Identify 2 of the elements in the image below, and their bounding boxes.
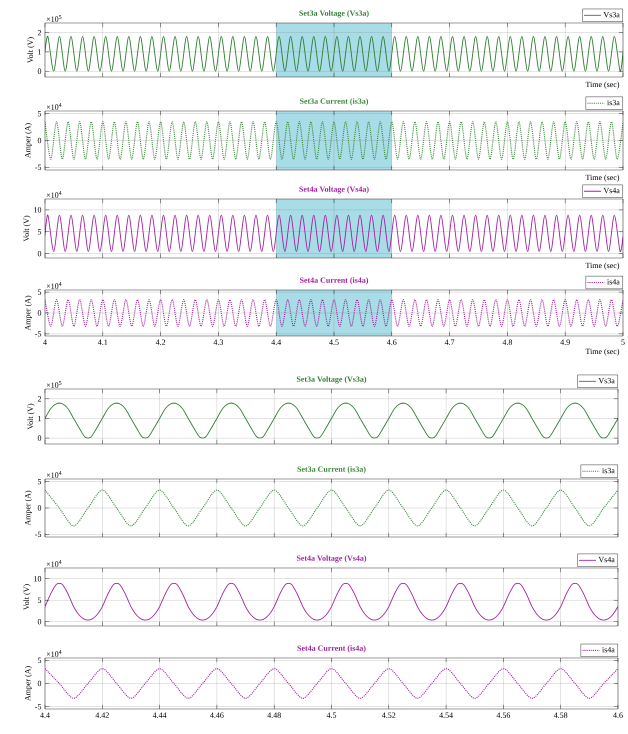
- line-series: [44, 584, 618, 620]
- line-series: [44, 403, 618, 438]
